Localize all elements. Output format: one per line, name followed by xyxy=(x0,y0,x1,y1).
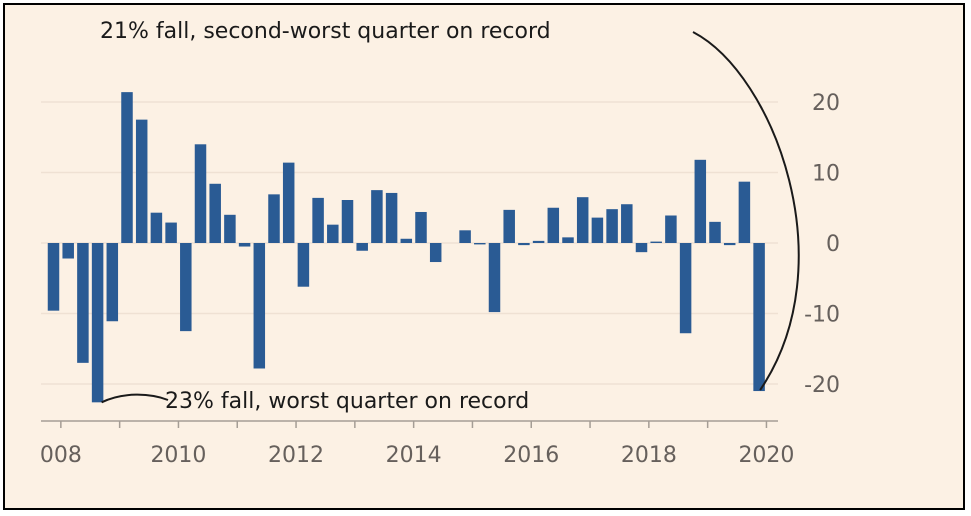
bar-2009-Q3 xyxy=(150,212,163,243)
bar-2012-Q1 xyxy=(297,243,310,287)
annotation-worst: 23% fall, worst quarter on record xyxy=(165,389,529,414)
bar-2009-Q1 xyxy=(121,92,133,243)
y-tick-label: 10 xyxy=(812,162,840,187)
bar-2012-Q3 xyxy=(327,224,339,243)
bar-2011-Q2 xyxy=(253,243,266,369)
bar-2015-Q1 xyxy=(474,243,486,245)
bar-2014-Q1 xyxy=(415,211,427,243)
bar-2018-Q3 xyxy=(679,243,692,334)
bar-2010-Q4 xyxy=(224,214,236,243)
x-tick-label: 2012 xyxy=(268,443,324,468)
bar-2014-Q2 xyxy=(429,243,442,263)
bar-2015-Q3 xyxy=(503,209,515,243)
bar-2015-Q2 xyxy=(488,243,501,313)
bar-2013-Q1 xyxy=(356,243,368,251)
x-tick-label: 2016 xyxy=(503,443,559,468)
x-tick-label: 2010 xyxy=(150,443,206,468)
bar-2017-Q2 xyxy=(606,209,618,243)
bar-2017-Q3 xyxy=(621,204,633,243)
bar-2010-Q1 xyxy=(180,243,192,332)
bar-2019-Q3 xyxy=(738,181,751,243)
x-tick-label: 008 xyxy=(40,443,82,468)
bar-2019-Q4 xyxy=(753,243,765,392)
bars xyxy=(47,92,765,403)
bar-2019-Q2 xyxy=(723,243,736,246)
y-tick-labels: -20 -10 0 10 20 xyxy=(804,91,840,398)
bar-2013-Q4 xyxy=(400,238,413,243)
bar-2016-Q2 xyxy=(547,207,560,243)
annotation-second-worst: 21% fall, second-worst quarter on record xyxy=(100,19,551,44)
annotation-worst-connector xyxy=(101,393,169,404)
x-tick-label: 2020 xyxy=(738,443,794,468)
bar-2007-Q4 xyxy=(47,243,60,311)
y-tick-label: 0 xyxy=(826,232,840,257)
bar-2009-Q2 xyxy=(135,119,148,244)
bar-2018-Q2 xyxy=(665,215,677,243)
bar-2011-Q4 xyxy=(282,162,295,243)
bar-2016-Q4 xyxy=(576,197,589,243)
bar-2019-Q1 xyxy=(709,221,721,243)
bar-2013-Q3 xyxy=(385,192,398,243)
bar-2011-Q3 xyxy=(268,194,280,243)
y-tick-label: -20 xyxy=(804,373,840,398)
bar-2013-Q2 xyxy=(371,190,383,244)
bar-2018-Q1 xyxy=(650,241,662,243)
bar-2012-Q4 xyxy=(341,200,354,243)
bar-2008-Q3 xyxy=(91,243,104,403)
bar-2008-Q2 xyxy=(77,243,89,363)
bar-2014-Q4 xyxy=(459,230,471,243)
bar-2008-Q4 xyxy=(106,243,119,322)
bar-2016-Q1 xyxy=(532,240,545,243)
bar-2011-Q1 xyxy=(238,243,251,247)
y-tick-label: -10 xyxy=(804,303,840,328)
x-tick-label: 2014 xyxy=(386,443,442,468)
bar-2012-Q2 xyxy=(312,197,324,243)
chart-frame: -20 -10 0 10 20 008 2010 2012 2014 2016 2018 2020 … xyxy=(3,3,965,510)
bar-2010-Q3 xyxy=(209,183,221,243)
x-axis: 008 2010 2012 2014 2016 2018 2020 xyxy=(40,420,794,468)
bar-2017-Q4 xyxy=(635,243,648,253)
annotation-second-worst-connector xyxy=(692,31,800,391)
bar-2016-Q3 xyxy=(562,237,574,243)
bar-2009-Q4 xyxy=(165,222,177,243)
annotations: 21% fall, second-worst quarter on record… xyxy=(100,19,800,414)
y-tick-label: 20 xyxy=(812,91,840,116)
x-tick-label: 2018 xyxy=(621,443,677,468)
bar-2008-Q1 xyxy=(62,243,74,259)
bar-2010-Q2 xyxy=(194,144,207,243)
bar-2017-Q1 xyxy=(591,217,604,243)
bar-2015-Q4 xyxy=(518,243,530,246)
bar-2018-Q4 xyxy=(694,159,707,243)
